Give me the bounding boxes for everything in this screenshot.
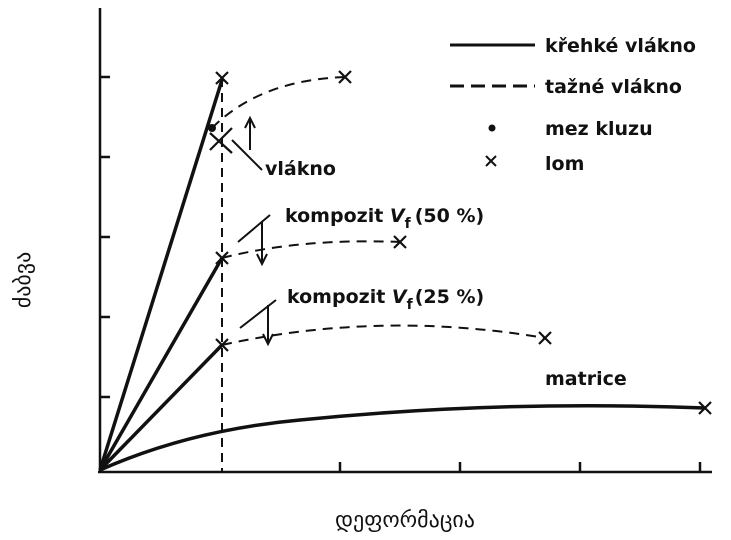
legend-label: lom <box>545 153 584 175</box>
annotation-part: V <box>390 205 406 227</box>
x-axis-label: დეფორმაცია <box>335 508 475 533</box>
y-axis-label: ძაბვა <box>11 252 36 309</box>
legend-symbols <box>450 43 535 167</box>
axes <box>98 8 712 474</box>
annotation-part: (25 %) <box>415 286 484 308</box>
annotation: kompozit Vf (50 %) <box>285 205 484 232</box>
annotation-part: kompozit <box>287 286 385 308</box>
annotation-part: V <box>392 286 408 308</box>
annotation-part: f <box>407 297 414 313</box>
annotation-part: (50 %) <box>415 205 484 227</box>
annotation: kompozit Vf (25 %) <box>287 286 484 313</box>
curves <box>98 70 712 472</box>
annotation: vlákno <box>265 158 336 180</box>
legend-label: tažné vlákno <box>545 76 682 98</box>
legend-label: křehké vlákno <box>545 35 696 57</box>
annotation: matrice <box>545 368 627 390</box>
legend-label: mez kluzu <box>545 118 653 140</box>
annotation-part: f <box>405 216 412 232</box>
annotation-part: kompozit <box>285 205 383 227</box>
